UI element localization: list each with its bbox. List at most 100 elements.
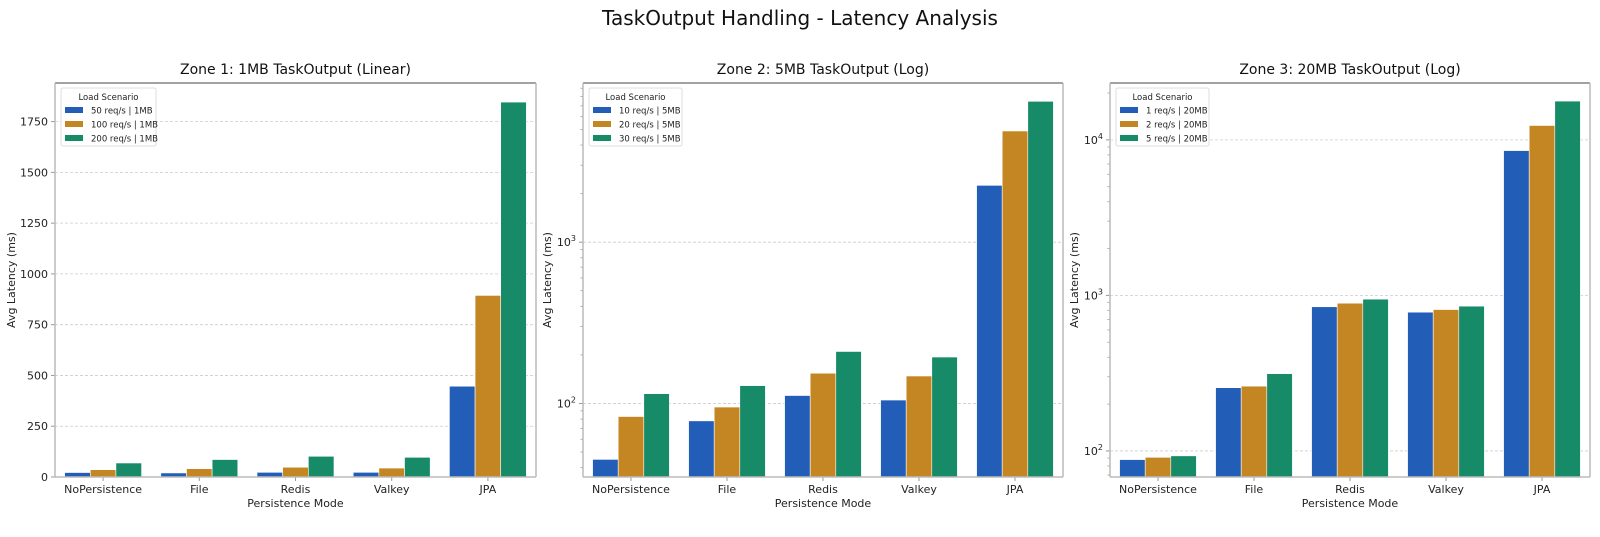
y-tick-label: 102 (557, 395, 576, 410)
y-tick-label: 104 (1084, 132, 1103, 147)
legend-label-series-3: 200 req/s | 1MB (91, 135, 158, 145)
bar-nopersistence-series-2 (617, 416, 645, 478)
legend-label-series-2: 2 req/s | 20MB (1146, 121, 1208, 131)
x-tick-label: Valkey (901, 483, 937, 496)
bar-nopersistence-series-1 (1119, 459, 1146, 478)
y-axis-label: Avg Latency (ms) (541, 232, 554, 328)
bar-valkey-series-1 (1407, 311, 1434, 478)
legend-swatch-series-3 (593, 135, 611, 141)
bar-nopersistence-series-3 (1170, 455, 1197, 478)
bar-valkey-series-2 (378, 467, 405, 478)
bar-valkey-series-2 (1432, 309, 1460, 478)
bar-nopersistence-series-3 (115, 462, 142, 478)
x-tick-label: Redis (808, 483, 838, 496)
subplot-zone-1: Zone 1: 1MB TaskOutput (Linear) 0 250 500 75… (5, 62, 537, 510)
bar-file-series-3 (739, 385, 766, 478)
bar-nopersistence-series-2 (1144, 457, 1172, 478)
subplot-title: Zone 1: 1MB TaskOutput (Linear) (180, 62, 411, 78)
legend: Load Scenario 50 req/s | 1MB 100 req/s | 1… (60, 87, 158, 147)
y-tick-label: 102 (1084, 443, 1103, 458)
y-tick-label: 1000 (20, 268, 48, 281)
legend-swatch-series-3 (65, 135, 83, 141)
x-tick-label: NoPersistence (64, 483, 142, 496)
y-tick-label: 103 (557, 234, 576, 249)
bar-file-series-3 (211, 459, 239, 478)
legend-swatch-series-2 (1120, 121, 1138, 127)
legend-frame (60, 87, 157, 147)
bar-jpa-series-2 (1001, 130, 1029, 478)
legend-swatch-series-3 (1120, 135, 1138, 141)
legend-label-series-3: 5 req/s | 20MB (1146, 135, 1208, 145)
bar-redis-series-3 (835, 351, 862, 478)
subplot-title: Zone 3: 20MB TaskOutput (Log) (1239, 62, 1460, 78)
x-tick-label: JPA (1006, 483, 1024, 496)
x-axis-label: Persistence Mode (247, 497, 344, 510)
y-axis-label: Avg Latency (ms) (1068, 232, 1081, 328)
bar-jpa-series-1 (1503, 150, 1530, 478)
bar-redis-series-2 (282, 466, 309, 478)
y-tick-label: 1250 (20, 217, 48, 230)
y-tick-label: 0 (41, 471, 48, 484)
legend-swatch-series-1 (65, 107, 83, 113)
bar-valkey-series-2 (905, 375, 933, 478)
legend-label-series-1: 50 req/s | 1MB (91, 107, 153, 117)
bar-file-series-3 (1266, 373, 1293, 478)
legend-title: Load Scenario (1132, 93, 1192, 103)
x-tick-label: Valkey (374, 483, 410, 496)
y-tick-label: 250 (27, 420, 48, 433)
bar-jpa-series-3 (1027, 100, 1054, 478)
bar-nopersistence-series-2 (89, 469, 117, 478)
subplot-zone-3: Zone 3: 20MB TaskOutput (Log) 102 103 104 No… (1068, 62, 1591, 510)
y-tick-label: 750 (27, 319, 48, 332)
bar-file-series-2 (186, 468, 213, 478)
bar-jpa-series-2 (1528, 125, 1556, 478)
legend-title: Load Scenario (78, 93, 138, 103)
bar-file-series-2 (713, 406, 741, 478)
y-tick-label: 103 (1084, 287, 1103, 302)
legend-label-series-2: 20 req/s | 5MB (619, 121, 681, 131)
legend-swatch-series-1 (593, 107, 611, 113)
bar-jpa-series-2 (474, 295, 502, 478)
legend-label-series-1: 1 req/s | 20MB (1146, 107, 1208, 117)
legend-title: Load Scenario (605, 93, 665, 103)
y-tick-label: 1500 (20, 166, 48, 179)
x-tick-label: NoPersistence (592, 483, 670, 496)
x-tick-label: Redis (1335, 483, 1365, 496)
legend-swatch-series-2 (593, 121, 611, 127)
x-tick-label: File (190, 483, 209, 496)
x-tick-label: Valkey (1428, 483, 1464, 496)
bar-valkey-series-3 (1458, 305, 1485, 478)
bar-nopersistence-series-1 (592, 459, 619, 478)
legend-swatch-series-1 (1120, 107, 1138, 113)
bar-valkey-series-3 (404, 456, 431, 478)
bar-valkey-series-1 (880, 399, 907, 478)
x-tick-label: File (1245, 483, 1264, 496)
bar-jpa-series-1 (976, 185, 1003, 478)
figure-title: TaskOutput Handling - Latency Analysis (602, 6, 998, 30)
bar-redis-series-3 (308, 455, 335, 478)
legend-frame (1115, 87, 1210, 147)
bar-jpa-series-3 (1554, 100, 1581, 478)
subplot-title: Zone 2: 5MB TaskOutput (Log) (717, 62, 929, 78)
bar-redis-series-2 (1336, 302, 1364, 478)
y-axis-label: Avg Latency (ms) (5, 232, 18, 328)
bar-file-series-1 (688, 420, 715, 478)
bar-valkey-series-3 (931, 356, 958, 478)
x-tick-label: NoPersistence (1119, 483, 1197, 496)
x-axis-label: Persistence Mode (1302, 497, 1399, 510)
bar-redis-series-3 (1362, 298, 1389, 478)
bar-redis-series-2 (809, 372, 837, 478)
bar-file-series-1 (1215, 387, 1242, 478)
x-tick-label: JPA (479, 483, 497, 496)
x-tick-label: JPA (1533, 483, 1551, 496)
bar-file-series-2 (1240, 385, 1268, 478)
legend: Load Scenario 1 req/s | 20MB 2 req/s | 20M… (1115, 87, 1210, 147)
legend-swatch-series-2 (65, 121, 83, 127)
y-tick-label: 500 (27, 369, 48, 382)
bar-redis-series-1 (1311, 306, 1338, 478)
y-tick-label: 1750 (20, 116, 48, 129)
x-axis-label: Persistence Mode (775, 497, 872, 510)
x-tick-label: Redis (281, 483, 311, 496)
